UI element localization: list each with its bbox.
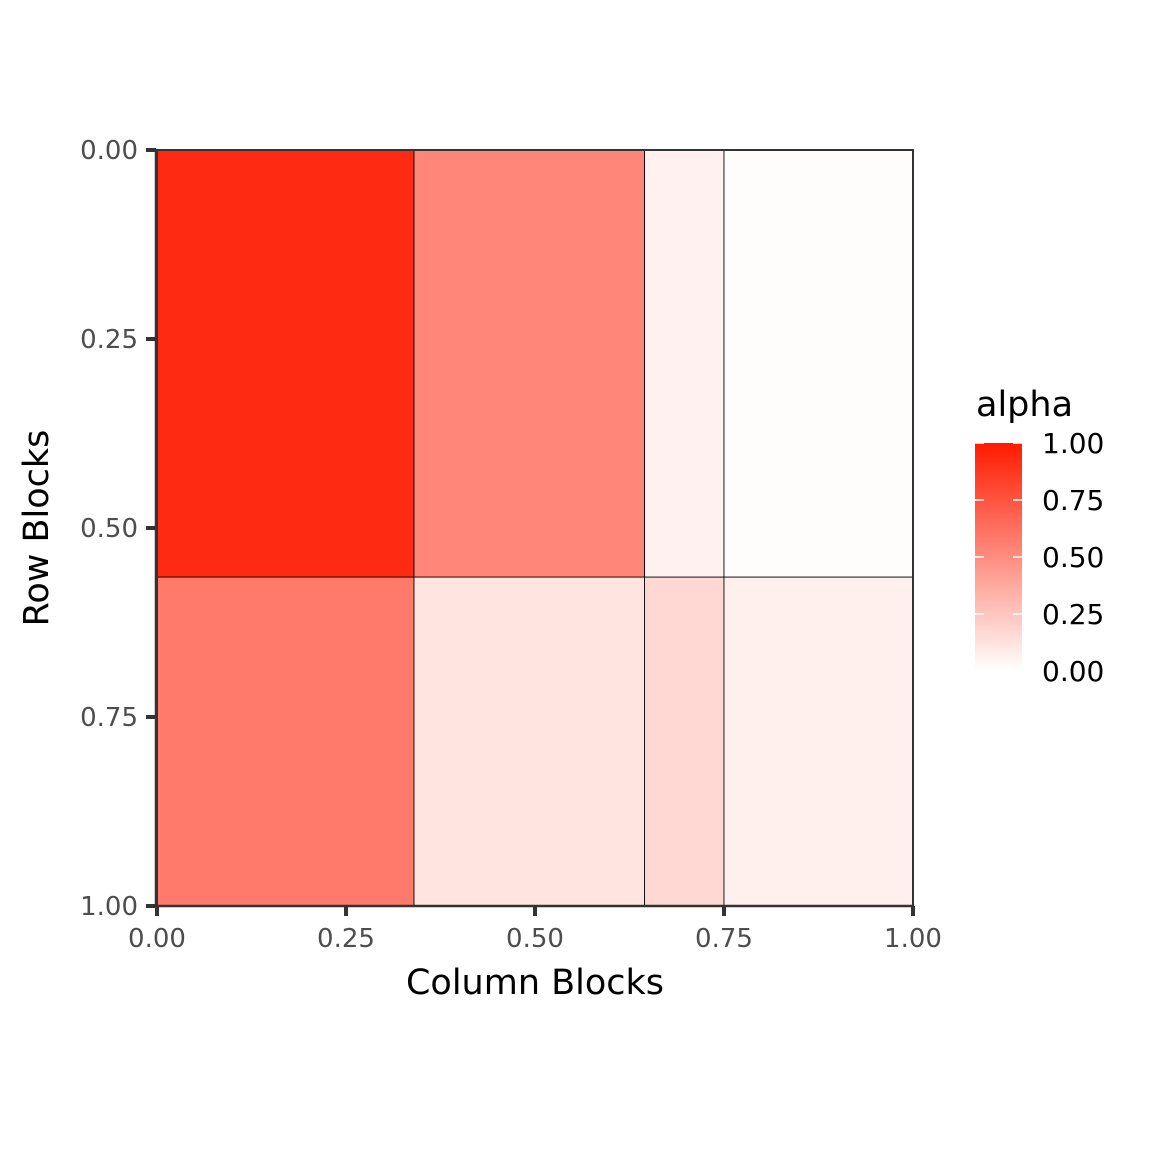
legend-tick-label: 0.50 bbox=[1042, 541, 1104, 574]
y-tick-label: 1.00 bbox=[80, 892, 138, 922]
heatmap-cell bbox=[413, 576, 646, 907]
y-tick-label: 0.00 bbox=[80, 136, 138, 166]
heatmap-cell bbox=[723, 576, 914, 907]
heatmap-cell bbox=[644, 576, 725, 907]
y-tick-label: 0.25 bbox=[80, 325, 138, 355]
legend-tick-label: 0.75 bbox=[1042, 484, 1104, 517]
legend: alpha 1.00 0.75 0.50 0.25 0.00 bbox=[975, 385, 1104, 688]
legend-tick-label: 0.00 bbox=[1042, 655, 1104, 688]
x-tick-label: 0.75 bbox=[695, 924, 753, 954]
x-axis-ticks: 0.00 0.25 0.50 0.75 1.00 bbox=[128, 906, 942, 954]
x-tick-label: 0.50 bbox=[506, 924, 564, 954]
x-axis-title: Column Blocks bbox=[406, 963, 664, 1003]
legend-tick-label: 1.00 bbox=[1042, 427, 1104, 460]
y-tick-label: 0.50 bbox=[80, 514, 138, 544]
legend-tick-label: 0.25 bbox=[1042, 598, 1104, 631]
heatmap-cell bbox=[723, 149, 914, 578]
x-tick-label: 1.00 bbox=[884, 924, 942, 954]
heatmap-cells bbox=[156, 149, 914, 907]
heatmap-cell bbox=[644, 149, 725, 578]
heatmap-cell bbox=[156, 576, 415, 907]
legend-ticks: 1.00 0.75 0.50 0.25 0.00 bbox=[975, 427, 1104, 688]
y-tick-label: 0.75 bbox=[80, 703, 138, 733]
x-tick-label: 0.25 bbox=[317, 924, 375, 954]
x-tick-label: 0.00 bbox=[128, 924, 186, 954]
legend-title: alpha bbox=[976, 385, 1073, 425]
heatmap-cell bbox=[413, 149, 646, 578]
y-axis-ticks: 0.00 0.25 0.50 0.75 1.00 bbox=[80, 136, 156, 922]
y-axis-title: Row Blocks bbox=[17, 430, 57, 627]
heatmap-cell bbox=[156, 149, 415, 578]
